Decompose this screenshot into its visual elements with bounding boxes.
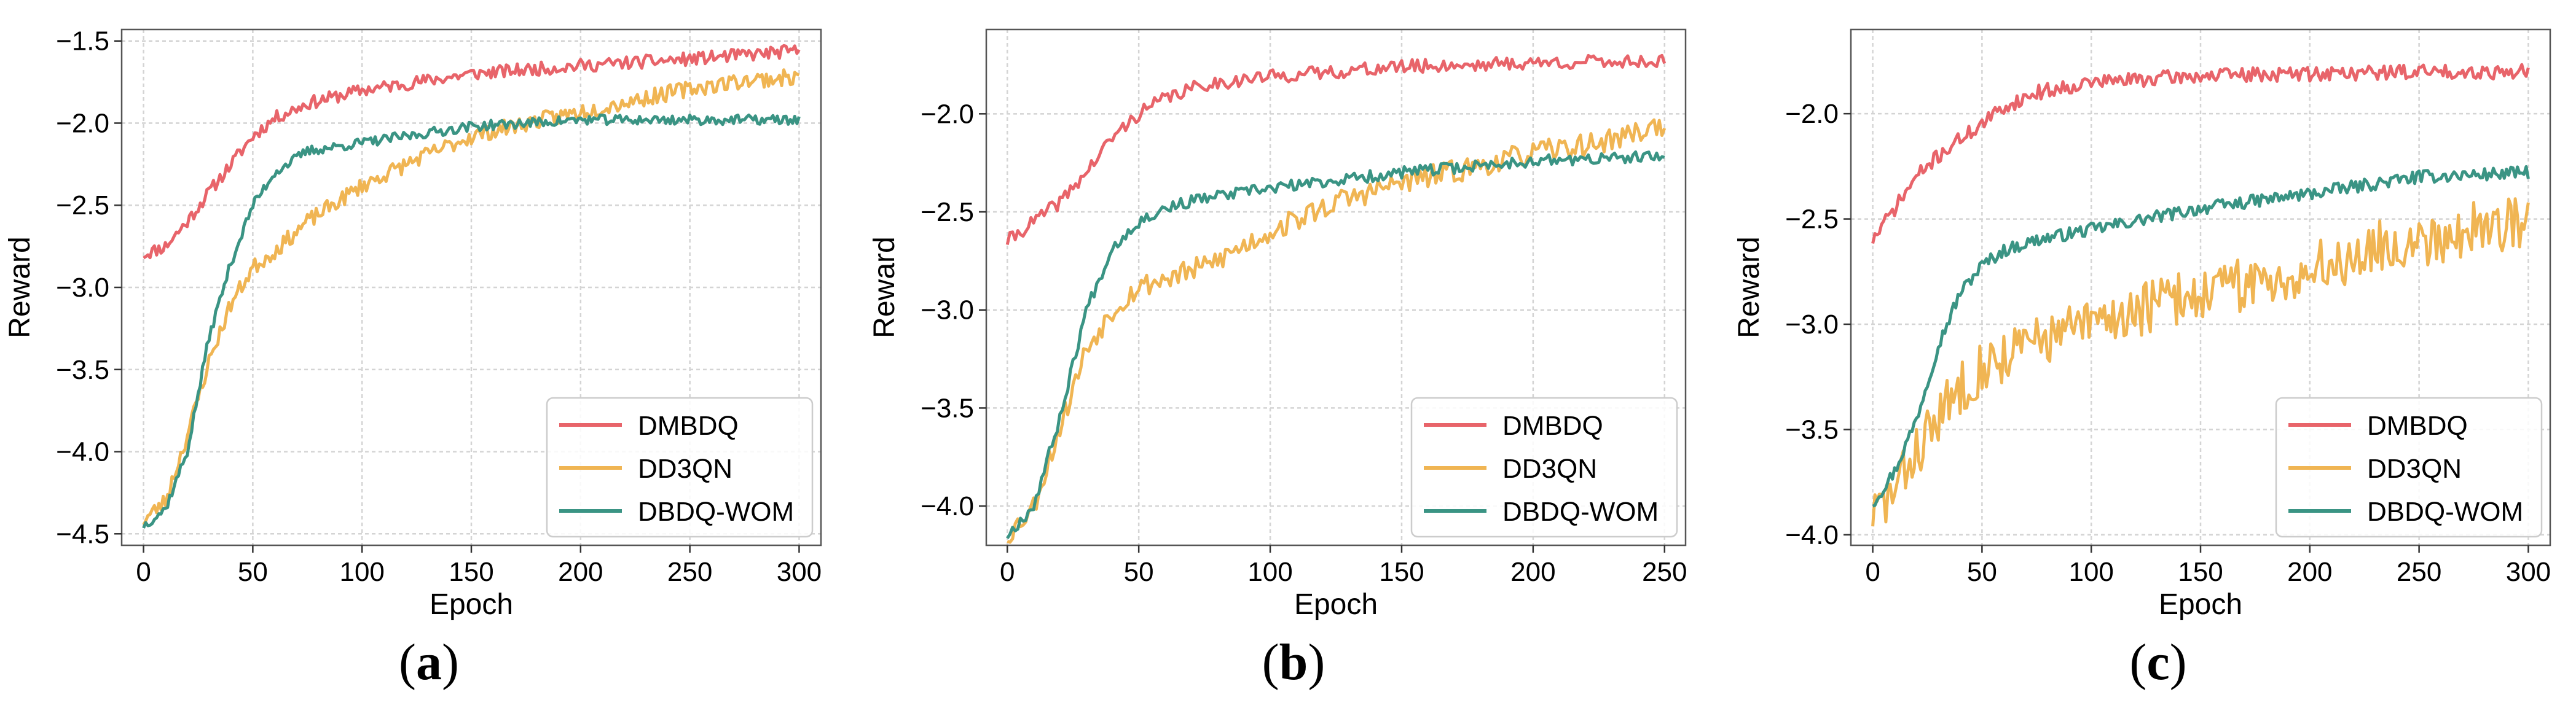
- x-tick-label: 200: [2287, 557, 2332, 587]
- y-tick-label: −4.0: [1785, 520, 1839, 550]
- legend-label-dd3qn: DD3QN: [2367, 454, 2462, 484]
- y-tick-label: −4.0: [921, 491, 974, 521]
- chart-panel-a: 0 50 100 150 200 250 300 −4.5 −4.0 −3.5 −3.0 −2.5 −2…: [4, 26, 822, 621]
- x-tick-label: 150: [1379, 557, 1424, 587]
- y-axis-label: Reward: [1733, 236, 1765, 338]
- series-line-dmbdq: [1871, 63, 2530, 244]
- series-line-dmbdq: [143, 44, 801, 260]
- chart-panel-c: 0 50 100 150 200 250 300 −4.0 −3.5 −3.0 −2.5 −2.0 Ep…: [1733, 28, 2551, 621]
- legend-box: [546, 397, 814, 538]
- y-tick-label: −3.5: [921, 393, 974, 423]
- y-tick-label: −2.0: [1785, 99, 1839, 129]
- caption-b: (b): [1262, 634, 1325, 691]
- series-line-dd3qn: [1871, 197, 2530, 527]
- x-tick-label: 50: [238, 557, 268, 587]
- x-axis-label: Epoch: [2159, 588, 2242, 621]
- chart-panel-b: 0 50 100 150 200 250 −4.0 −3.5 −3.0 −2.5 −2.0 Epoch…: [868, 28, 1687, 621]
- x-tick-label: 300: [777, 557, 822, 587]
- x-tick-label: 100: [339, 557, 384, 587]
- x-axis-label: Epoch: [430, 588, 513, 621]
- y-tick-label: −3.5: [1785, 415, 1839, 445]
- x-tick-label: 50: [1124, 557, 1154, 587]
- y-tick-label: −3.5: [56, 355, 109, 385]
- series-line-dbdq-wom: [1006, 150, 1665, 539]
- legend-label-dbdq-wom: DBDQ-WOM: [2367, 497, 2523, 527]
- x-tick-label: 150: [449, 557, 493, 587]
- legend-label-dbdq-wom: DBDQ-WOM: [1502, 497, 1659, 527]
- legend: DMBDQ DD3QN DBDQ-WOM: [2275, 397, 2543, 538]
- x-tick-label: 0: [1000, 557, 1015, 587]
- legend-label-dmbdq: DMBDQ: [638, 411, 739, 441]
- y-tick-label: −2.0: [921, 99, 974, 129]
- legend-label-dd3qn: DD3QN: [638, 454, 732, 484]
- y-tick-label: −3.0: [56, 273, 109, 303]
- x-tick-label: 250: [2397, 557, 2441, 587]
- y-tick-label: −2.0: [56, 108, 109, 138]
- y-tick-label: −4.0: [56, 437, 109, 467]
- legend-label-dmbdq: DMBDQ: [1502, 411, 1603, 441]
- x-tick-label: 0: [1865, 557, 1880, 587]
- x-axis-label: Epoch: [1294, 588, 1378, 621]
- legend-label-dd3qn: DD3QN: [1502, 454, 1597, 484]
- legend: DMBDQ DD3QN DBDQ-WOM: [1410, 397, 1678, 538]
- x-tick-label: 50: [1967, 557, 1997, 587]
- legend-box: [2275, 397, 2543, 538]
- x-tick-label: 200: [558, 557, 603, 587]
- x-tick-label: 0: [136, 557, 151, 587]
- x-tick-label: 100: [1247, 557, 1292, 587]
- series-line-dbdq-wom: [142, 113, 801, 529]
- plot-frame: [985, 28, 1687, 547]
- y-tick-label: −2.5: [921, 197, 974, 227]
- series-line-dd3qn: [142, 68, 800, 526]
- y-tick-label: −3.0: [921, 295, 974, 325]
- legend-box: [1410, 397, 1678, 538]
- caption-c: (c): [2129, 634, 2187, 691]
- series-line-dbdq-wom: [1872, 165, 2530, 508]
- x-tick-label: 250: [1642, 557, 1687, 587]
- y-tick-label: −1.5: [56, 26, 109, 56]
- y-axis-label: Reward: [4, 236, 36, 338]
- legend-label-dmbdq: DMBDQ: [2367, 411, 2468, 441]
- y-tick-label: −3.0: [1785, 309, 1839, 340]
- caption-a: (a): [399, 634, 459, 691]
- series-line-dd3qn: [1007, 118, 1667, 544]
- x-tick-label: 100: [2068, 557, 2113, 587]
- series-line-dmbdq: [1005, 53, 1667, 246]
- y-tick-label: −4.5: [56, 519, 109, 549]
- x-tick-label: 150: [2178, 557, 2223, 587]
- x-tick-label: 300: [2506, 557, 2551, 587]
- x-tick-label: 200: [1510, 557, 1555, 587]
- y-axis-label: Reward: [868, 236, 901, 338]
- legend-label-dbdq-wom: DBDQ-WOM: [638, 497, 794, 527]
- y-tick-label: −2.5: [56, 190, 109, 220]
- x-tick-label: 250: [667, 557, 712, 587]
- y-tick-label: −2.5: [1785, 204, 1839, 235]
- legend: DMBDQ DD3QN DBDQ-WOM: [546, 397, 814, 538]
